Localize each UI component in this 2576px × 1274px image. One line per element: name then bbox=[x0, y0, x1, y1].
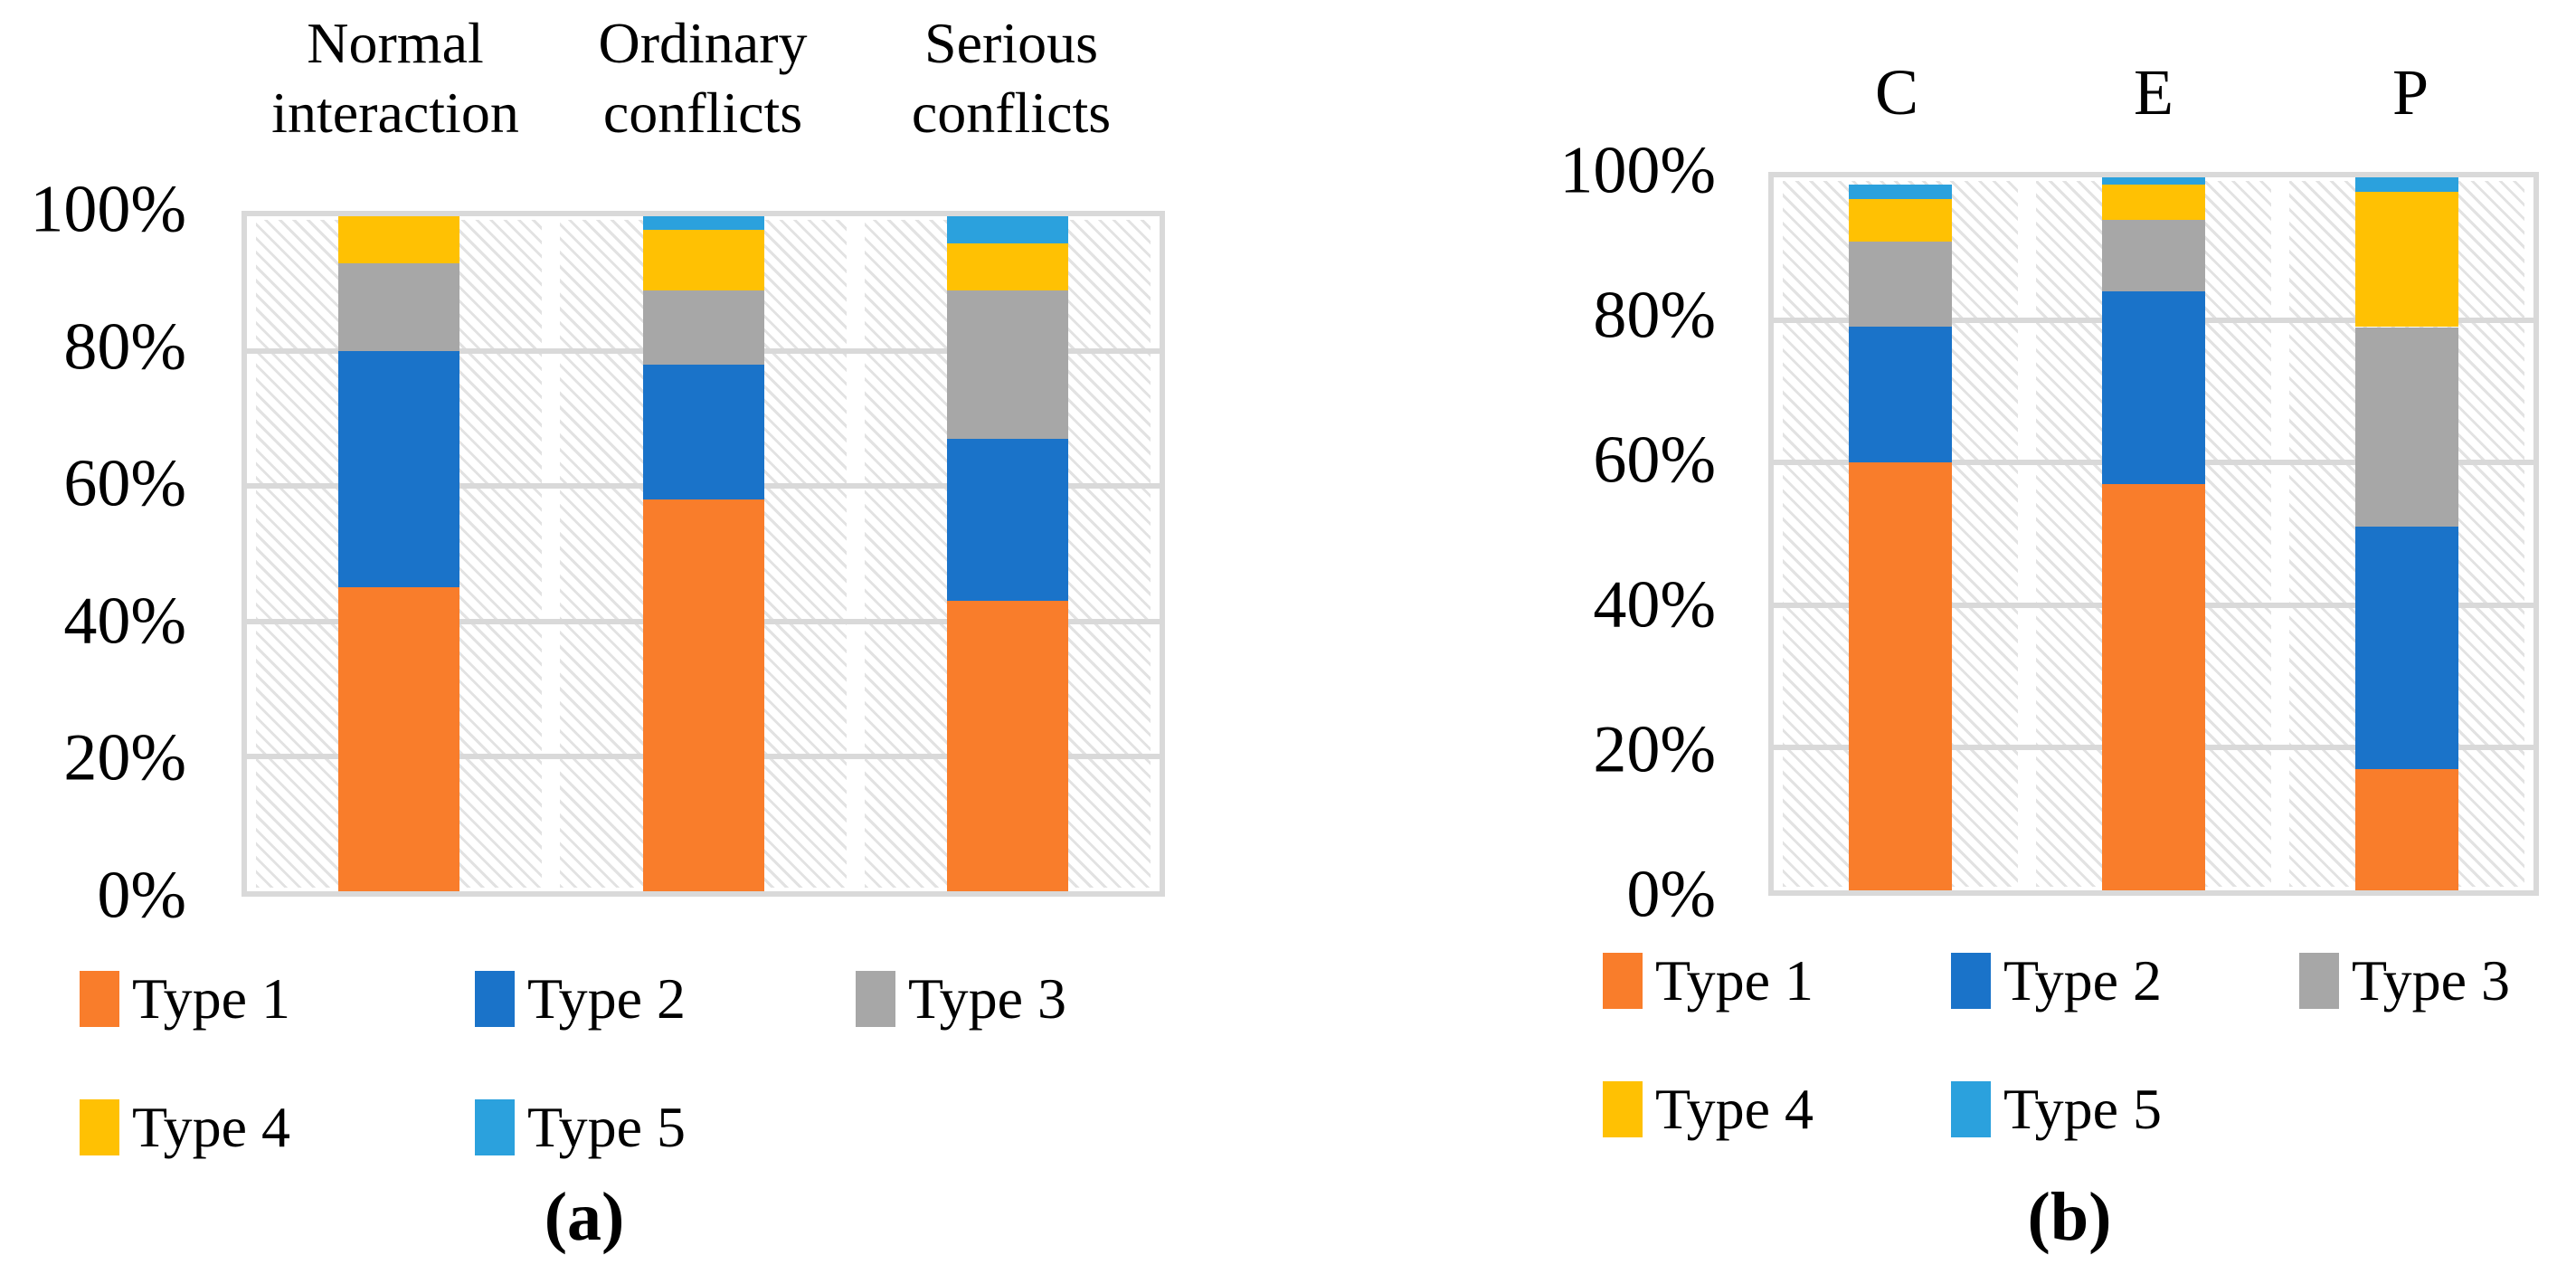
bar-segment-type5-ordinary-conflicts bbox=[642, 216, 764, 230]
bar-segment-type2-e bbox=[2102, 291, 2205, 484]
bar-segment-type3-c bbox=[1849, 241, 1952, 328]
type5-swatch-icon bbox=[1951, 1081, 1991, 1137]
bar-segment-type5-c bbox=[1849, 184, 1952, 199]
bar-segment-type1-c bbox=[1849, 462, 1952, 890]
legend-item: Type 2 bbox=[1951, 952, 2162, 1010]
legend-item: Type 4 bbox=[80, 1098, 290, 1156]
bar-segment-type3-serious-conflicts bbox=[946, 290, 1068, 440]
bar-segment-type4-normal-interaction bbox=[338, 216, 460, 264]
bar-segment-type2-c bbox=[1849, 327, 1952, 463]
legend-item: Type 3 bbox=[856, 970, 1066, 1028]
bar-segment-type5-serious-conflicts bbox=[946, 216, 1068, 243]
bar-segment-type2-ordinary-conflicts bbox=[642, 365, 764, 500]
legend-label: Type 4 bbox=[1655, 1077, 1814, 1141]
bar-segment-type1-p bbox=[2355, 769, 2458, 890]
chart-b-legend: Type 1 Type 2 Type 3 Type 4 Type 5 bbox=[1603, 952, 2562, 1142]
type2-swatch-icon bbox=[475, 971, 515, 1027]
type2-swatch-icon bbox=[1951, 953, 1991, 1009]
legend-label: Type 1 bbox=[132, 966, 291, 1031]
bar-segment-type1-e bbox=[2102, 483, 2205, 890]
chart-b-category-label: C bbox=[1874, 56, 1919, 128]
chart-a-ytick: 0% bbox=[97, 858, 186, 933]
legend-label: Type 3 bbox=[2352, 948, 2511, 1013]
chart-a-ytick: 100% bbox=[30, 172, 186, 247]
bar-segment-type4-e bbox=[2102, 184, 2205, 221]
bar-segment-type1-serious-conflicts bbox=[946, 601, 1068, 891]
legend-item: Type 5 bbox=[475, 1098, 686, 1156]
chart-a-ytick: 40% bbox=[63, 584, 186, 659]
chart-a-category-label: Ordinary conflicts bbox=[598, 11, 808, 145]
chart-a-legend: Type 1 Type 2 Type 3 Type 4 Type 5 bbox=[80, 970, 1201, 1160]
chart-b-plot-area bbox=[1768, 172, 2539, 896]
chart-b-ytick: 40% bbox=[1593, 567, 1716, 642]
legend-label: Type 1 bbox=[1655, 948, 1814, 1013]
bar-segment-type5-p bbox=[2355, 177, 2458, 192]
bar-segment-type2-normal-interaction bbox=[338, 351, 460, 588]
legend-label: Type 2 bbox=[527, 966, 687, 1031]
chart-a-caption: (a) bbox=[544, 1179, 625, 1255]
legend-label: Type 5 bbox=[527, 1095, 687, 1159]
chart-a-ytick: 20% bbox=[63, 720, 186, 795]
legend-item: Type 2 bbox=[475, 970, 686, 1028]
bar-segment-type5-e bbox=[2102, 177, 2205, 185]
legend-label: Type 2 bbox=[2003, 948, 2163, 1013]
bar-segment-type3-p bbox=[2355, 327, 2458, 528]
bar-segment-type3-e bbox=[2102, 220, 2205, 292]
legend-label: Type 5 bbox=[2003, 1077, 2163, 1141]
chart-a-category-label: Serious conflicts bbox=[911, 11, 1112, 145]
bar-segment-type1-ordinary-conflicts bbox=[642, 499, 764, 891]
legend-item: Type 5 bbox=[1951, 1080, 2162, 1138]
chart-a-ytick: 60% bbox=[63, 446, 186, 521]
chart-a-ytick: 80% bbox=[63, 309, 186, 385]
type1-swatch-icon bbox=[1603, 953, 1643, 1009]
bar-segment-type3-ordinary-conflicts bbox=[642, 290, 764, 366]
chart-b-ytick: 100% bbox=[1559, 133, 1716, 208]
type4-swatch-icon bbox=[80, 1099, 119, 1155]
legend-label: Type 3 bbox=[908, 966, 1067, 1031]
bar-segment-type4-p bbox=[2355, 191, 2458, 328]
legend-item: Type 4 bbox=[1603, 1080, 1814, 1138]
bar-segment-type4-serious-conflicts bbox=[946, 242, 1068, 291]
chart-a-category-label: Normal interaction bbox=[271, 11, 519, 145]
bar-segment-type3-normal-interaction bbox=[338, 263, 460, 352]
legend-item: Type 1 bbox=[80, 970, 290, 1028]
type3-swatch-icon bbox=[2299, 953, 2339, 1009]
chart-a-plot-area bbox=[242, 211, 1165, 897]
chart-b-category-label: P bbox=[2391, 56, 2429, 128]
bar-segment-type2-serious-conflicts bbox=[946, 439, 1068, 602]
type4-swatch-icon bbox=[1603, 1081, 1643, 1137]
bar-segment-type2-p bbox=[2355, 527, 2458, 770]
chart-b-ytick: 20% bbox=[1593, 712, 1716, 787]
chart-b-ytick: 80% bbox=[1593, 278, 1716, 353]
chart-b-ytick: 60% bbox=[1593, 423, 1716, 498]
chart-b-category-label: E bbox=[2134, 56, 2174, 128]
legend-item: Type 3 bbox=[2299, 952, 2510, 1010]
legend-item: Type 1 bbox=[1603, 952, 1814, 1010]
bar-segment-type4-ordinary-conflicts bbox=[642, 229, 764, 291]
type1-swatch-icon bbox=[80, 971, 119, 1027]
bar-segment-type4-c bbox=[1849, 198, 1952, 242]
chart-b-caption: (b) bbox=[2027, 1179, 2112, 1255]
bar-segment-type1-normal-interaction bbox=[338, 587, 460, 891]
chart-b-ytick: 0% bbox=[1626, 857, 1716, 932]
type5-swatch-icon bbox=[475, 1099, 515, 1155]
legend-label: Type 4 bbox=[132, 1095, 291, 1159]
type3-swatch-icon bbox=[856, 971, 895, 1027]
